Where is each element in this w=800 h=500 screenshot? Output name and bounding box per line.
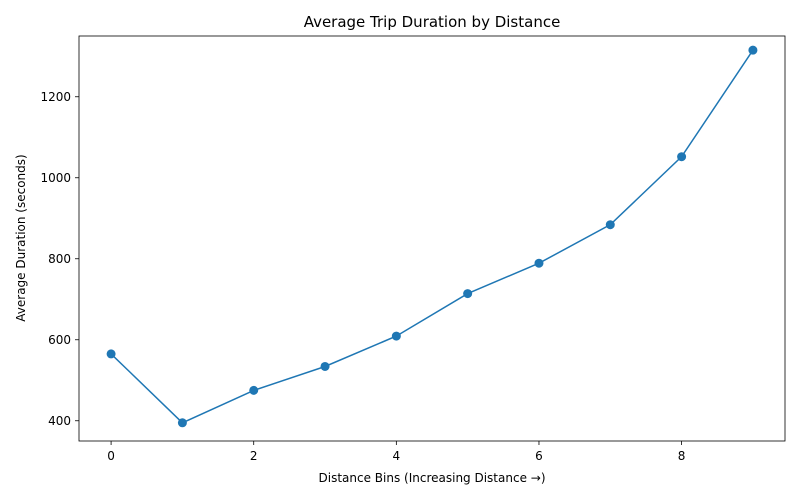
x-tick-label: 0 (107, 449, 115, 463)
x-tick-label: 4 (393, 449, 401, 463)
data-point (677, 152, 687, 162)
x-tick-label: 8 (678, 449, 686, 463)
y-axis: 400 600 800 1000 1200 (40, 90, 79, 428)
data-point (748, 45, 758, 55)
series-points (106, 45, 758, 428)
y-axis-label: Average Duration (seconds) (14, 154, 28, 321)
x-axis-label: Distance Bins (Increasing Distance →) (319, 471, 546, 485)
data-point (320, 361, 330, 371)
series-line (110, 49, 754, 424)
data-point (249, 385, 259, 395)
y-tick-label: 400 (48, 414, 71, 428)
chart-title: Average Trip Duration by Distance (304, 13, 561, 31)
data-point (605, 220, 615, 230)
y-tick-label: 800 (48, 252, 71, 266)
x-tick-label: 2 (250, 449, 258, 463)
y-tick-label: 1200 (40, 90, 71, 104)
plot-area-frame (78, 35, 786, 442)
data-point (391, 331, 401, 341)
x-axis: 0 2 4 6 8 (107, 441, 685, 463)
y-tick-label: 600 (48, 333, 71, 347)
y-tick-label: 1000 (40, 171, 71, 185)
x-tick-label: 6 (535, 449, 543, 463)
data-point (463, 289, 473, 299)
data-point (106, 349, 116, 359)
data-point (177, 418, 187, 428)
data-point (534, 258, 544, 268)
